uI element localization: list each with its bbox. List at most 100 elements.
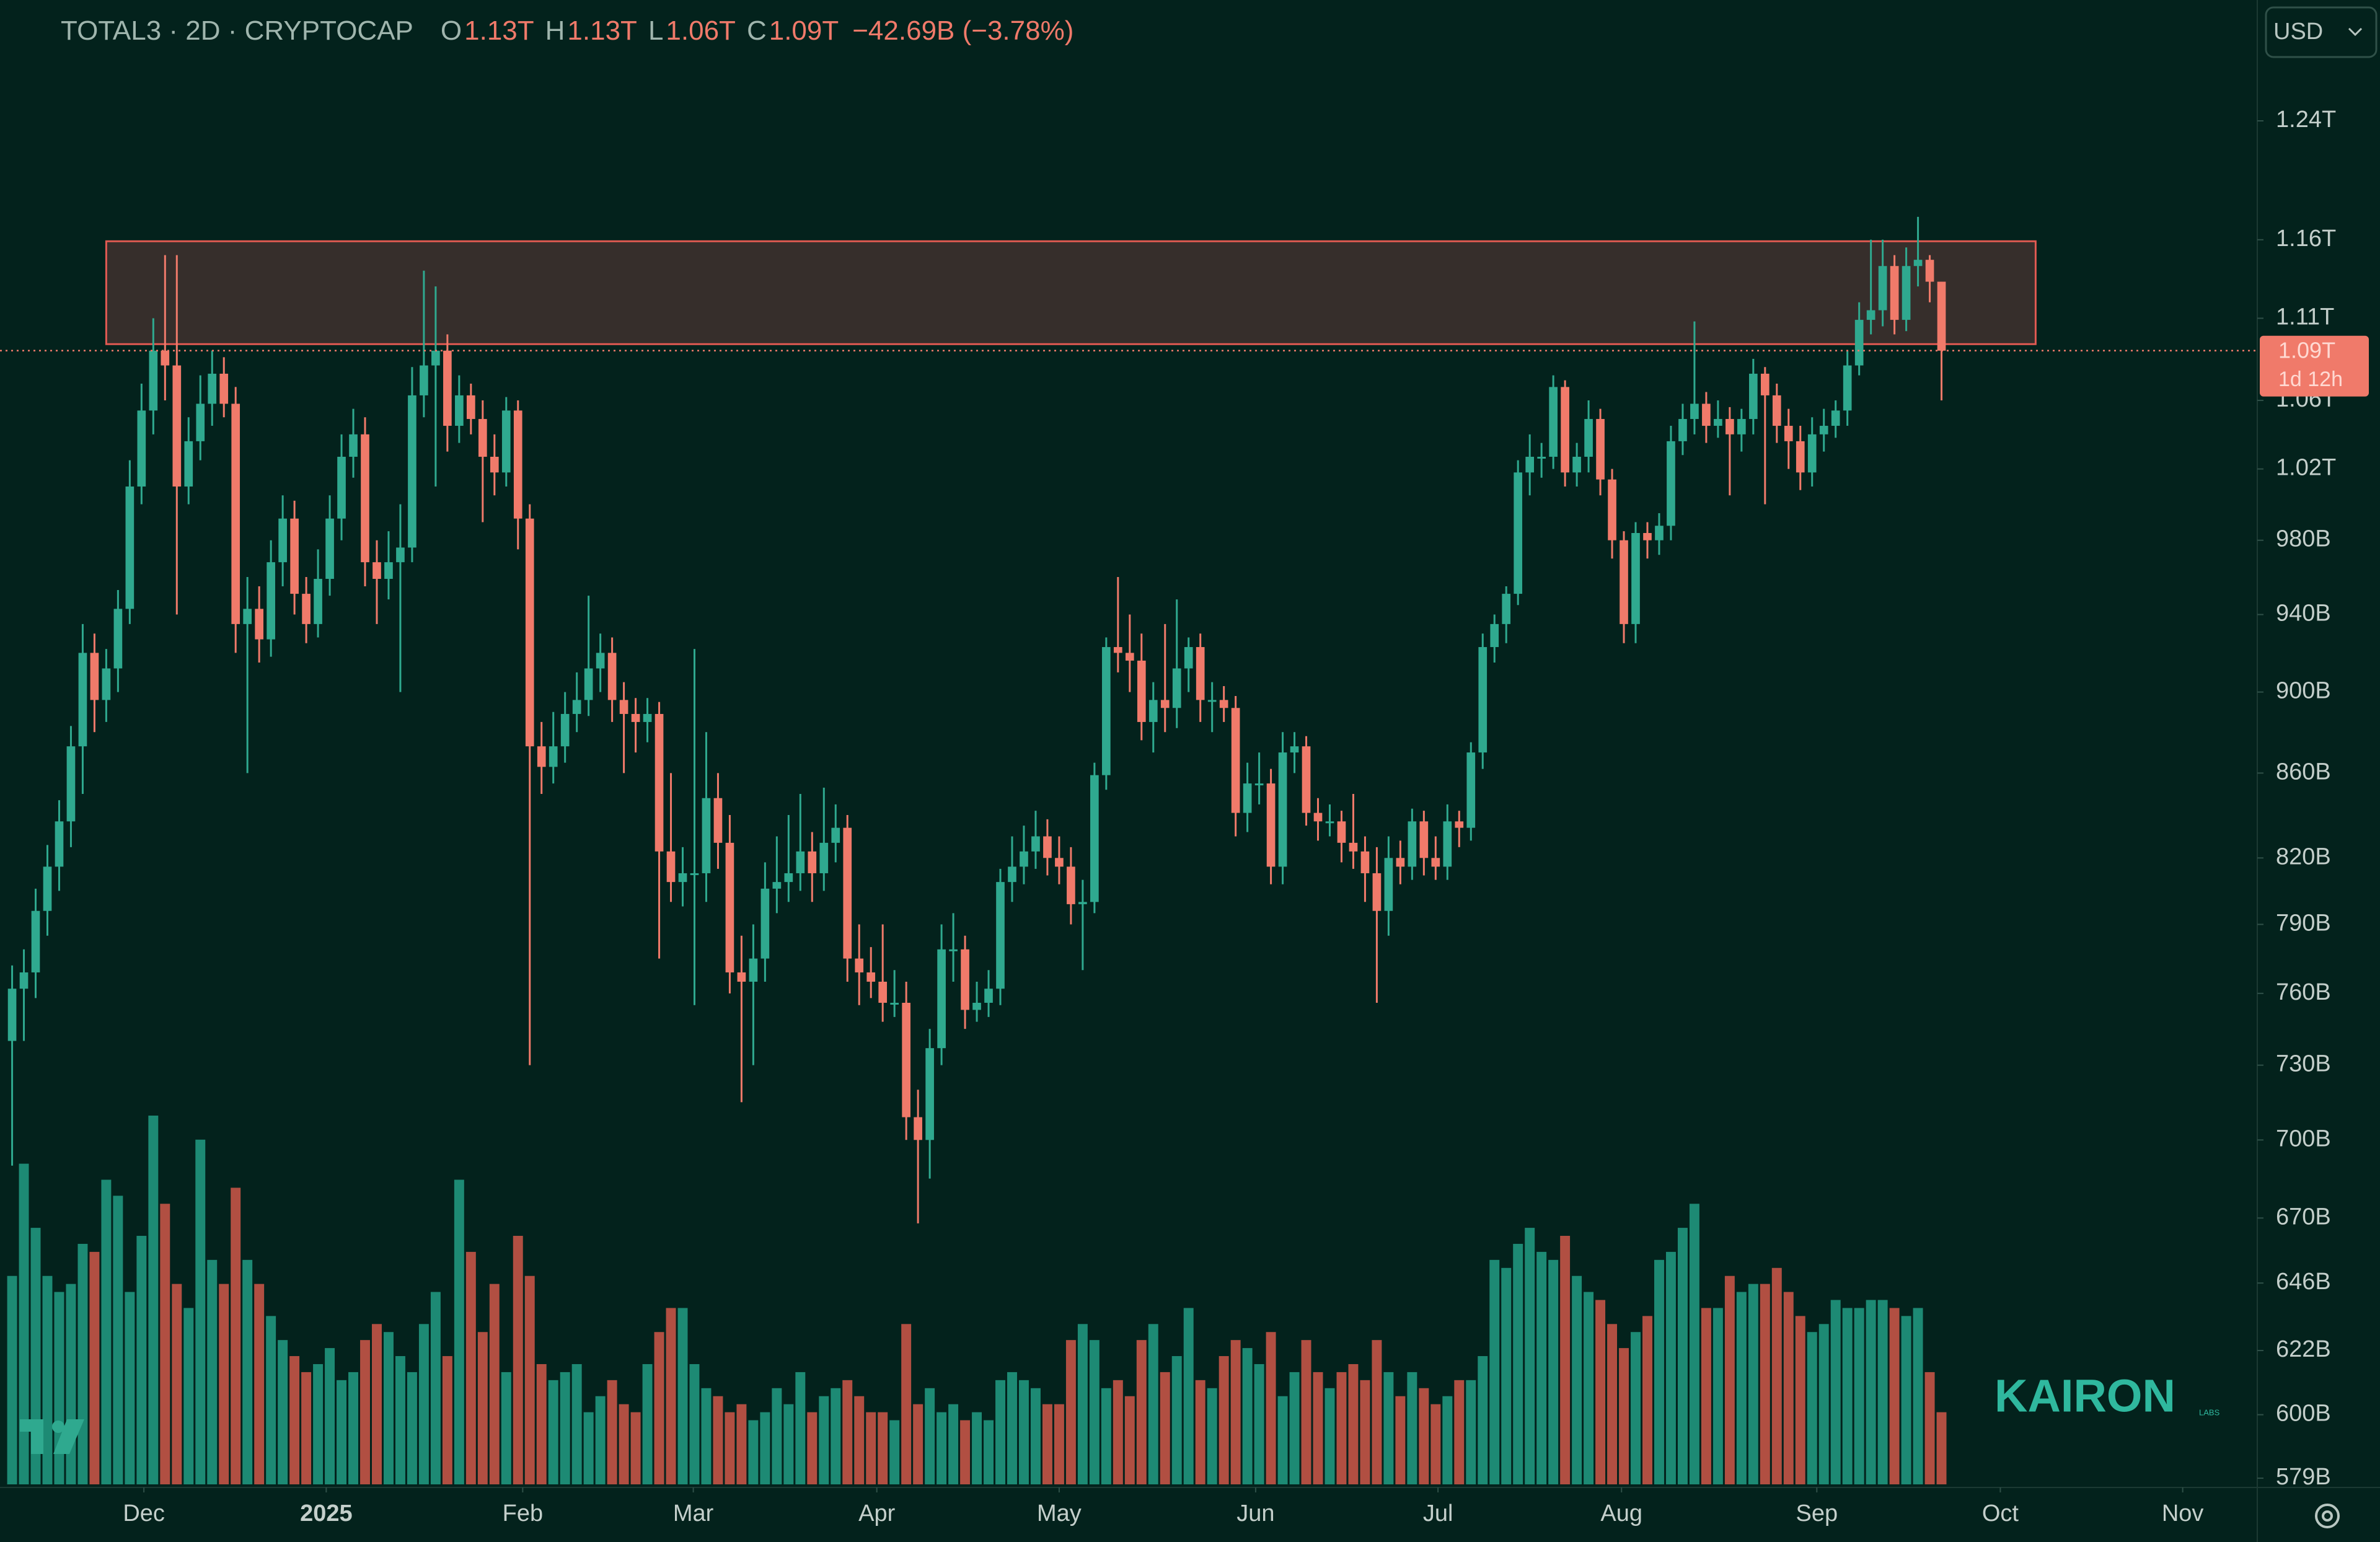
candle-body [1231,708,1240,813]
candle-body [525,518,534,747]
volume-bar [160,1204,170,1484]
volume-bar [560,1372,570,1484]
candle-body [1431,858,1440,867]
volume-bar [1724,1275,1735,1484]
volume-bar [1324,1388,1335,1484]
volume-bar [101,1179,112,1484]
candle-body [1254,783,1264,786]
candle-body [1337,821,1346,843]
candle-body [396,547,405,563]
volume-bar [1595,1300,1606,1484]
volume-bar [1771,1267,1782,1484]
volume-bar [1513,1243,1523,1484]
candle-body [749,958,758,982]
candle-body [560,713,570,747]
volume-bar [219,1284,229,1484]
gear-ring[interactable] [2315,1504,2340,1528]
candle-body [267,562,275,640]
y-tick-label: 579B [2276,1464,2331,1490]
volume-bar [1489,1259,1500,1484]
volume-bar [524,1275,535,1484]
candle-body [1207,700,1217,702]
y-tick-label: 980B [2276,526,2331,552]
candle-body [1902,266,1911,320]
volume-bar [372,1324,382,1484]
currency-button[interactable] [2265,6,2378,58]
candle-body [1266,783,1276,867]
x-tick-label: Oct [1982,1500,2019,1527]
volume-bar [1866,1300,1876,1484]
candle-body [1561,387,1569,473]
candle-body [1678,419,1687,441]
volume-bar [1642,1316,1652,1484]
candle-body [1514,472,1523,594]
volume-bar [1712,1308,1723,1484]
y-tick-label: 760B [2276,979,2331,1005]
y-tick-label: 940B [2276,601,2331,627]
tradingview-logo [20,1419,84,1454]
volume-bar [430,1292,441,1484]
volume-bar [1854,1308,1864,1484]
candle-body [1537,456,1546,459]
candle-body [914,1117,922,1140]
candle-body [31,910,40,972]
candle-body [949,949,958,951]
gear-hub[interactable] [2322,1510,2333,1522]
volume-bar [1277,1396,1288,1484]
volume-bar [654,1332,664,1484]
candle-body [302,594,311,624]
volume-bar [619,1404,629,1484]
candle-body [314,578,322,624]
volume-bar [854,1396,865,1484]
candle-body [1360,851,1370,873]
y-tick-label: 1.11T [2276,304,2334,330]
candle-body [1631,532,1640,624]
y-tick-label: 646B [2276,1269,2331,1295]
volume-bar [395,1356,405,1484]
candle-body [1819,426,1828,434]
settings-icon[interactable] [2315,1504,2340,1528]
volume-bar [136,1236,147,1484]
volume-bar [89,1251,100,1484]
candle-body [1384,858,1393,911]
volume-bar [1783,1292,1794,1484]
volume-bar [1018,1380,1029,1484]
candle-body [1584,419,1593,457]
volume-bar [1619,1348,1629,1484]
countdown: 1d 12h [2278,368,2343,391]
volume-bar [489,1284,500,1484]
candle-body [890,1002,899,1005]
candle-body [961,949,969,1010]
volume-bar [501,1372,511,1484]
volume-bar [1478,1356,1488,1484]
candle-body [572,700,581,714]
candle-body [843,827,852,959]
volume-bar [513,1236,523,1484]
volume-bar [1631,1332,1641,1484]
x-tick-label: Mar [673,1500,714,1527]
candle-body [19,972,29,989]
candle-body [172,365,182,487]
volume-bar [972,1412,982,1484]
candle-body [1137,660,1146,722]
volume-bar [1736,1292,1747,1484]
currency-label[interactable]: USD [2273,19,2323,45]
volume-bar [760,1412,770,1484]
volume-bar [1336,1372,1347,1484]
volume-bar [536,1364,547,1484]
candle-body [607,653,617,700]
currency-chevron[interactable] [2348,27,2363,37]
volume-bar [772,1388,782,1484]
candle-body [78,653,87,747]
candle-body [490,456,499,473]
volume-bar [1160,1372,1170,1484]
volume-bar [1183,1308,1194,1484]
candle-body [290,518,299,594]
volume-bar [1136,1340,1147,1484]
volume-bar [1818,1324,1829,1484]
volume-bar [231,1187,241,1484]
candle-body [1372,873,1382,911]
volume-bar [1665,1251,1676,1484]
volume-bar [1654,1259,1664,1484]
